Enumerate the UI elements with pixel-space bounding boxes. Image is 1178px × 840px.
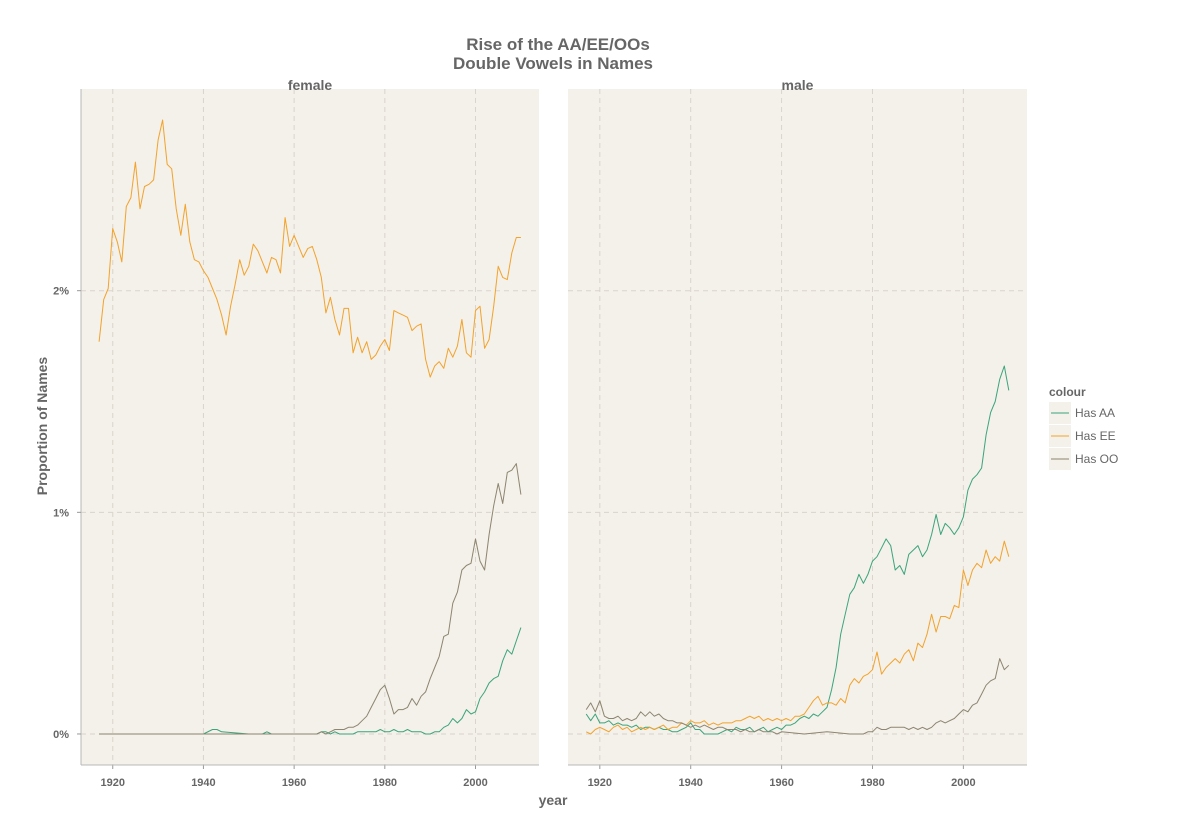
y-tick-label: 2% [53, 286, 69, 298]
panel-background [81, 89, 539, 765]
chart-title-line-2: Double Vowels in Names [453, 54, 653, 73]
x-tick-label: 1920 [588, 777, 612, 789]
x-tick-label: 2000 [463, 777, 487, 789]
series-line-has-oo-male [585, 658, 1010, 735]
x-tick-label: 2000 [951, 777, 975, 789]
x-axis-title: year [539, 792, 568, 808]
x-tick-label: 1960 [282, 777, 306, 789]
legend-label-has-oo: Has OO [1075, 452, 1118, 466]
legend: colour Has AA Has EE Has OO [1049, 385, 1118, 470]
x-tick-label: 1920 [101, 777, 125, 789]
legend-items: Has AA Has EE Has OO [1049, 402, 1118, 470]
legend-label-has-aa: Has AA [1075, 406, 1115, 420]
series-line-has-oo-female [99, 463, 522, 735]
facet-panel-female: female 1920 1940 1960 1980 2000 0% 1% 2% [53, 77, 539, 789]
panel-background [568, 89, 1027, 765]
y-tick-label: 0% [53, 729, 69, 741]
x-tick-label: 1980 [860, 777, 884, 789]
y-tick-label: 1% [53, 507, 69, 519]
facet-label-male: male [782, 77, 814, 93]
x-tick-label: 1940 [678, 777, 702, 789]
y-axis-title: Proportion of Names [34, 357, 50, 496]
legend-label-has-ee: Has EE [1075, 429, 1116, 443]
x-tick-label: 1940 [191, 777, 215, 789]
x-tick-label: 1960 [769, 777, 793, 789]
series-line-has-ee-male [585, 540, 1010, 735]
legend-title: colour [1049, 385, 1086, 399]
x-tick-label: 1980 [373, 777, 397, 789]
series-line-has-ee-female [98, 119, 521, 378]
chart-title-line-1: Rise of the AA/EE/OOs [466, 35, 650, 54]
facet-label-female: female [288, 77, 333, 93]
facet-panel-male: male 1920 1940 1960 1980 2000 [568, 77, 1027, 789]
